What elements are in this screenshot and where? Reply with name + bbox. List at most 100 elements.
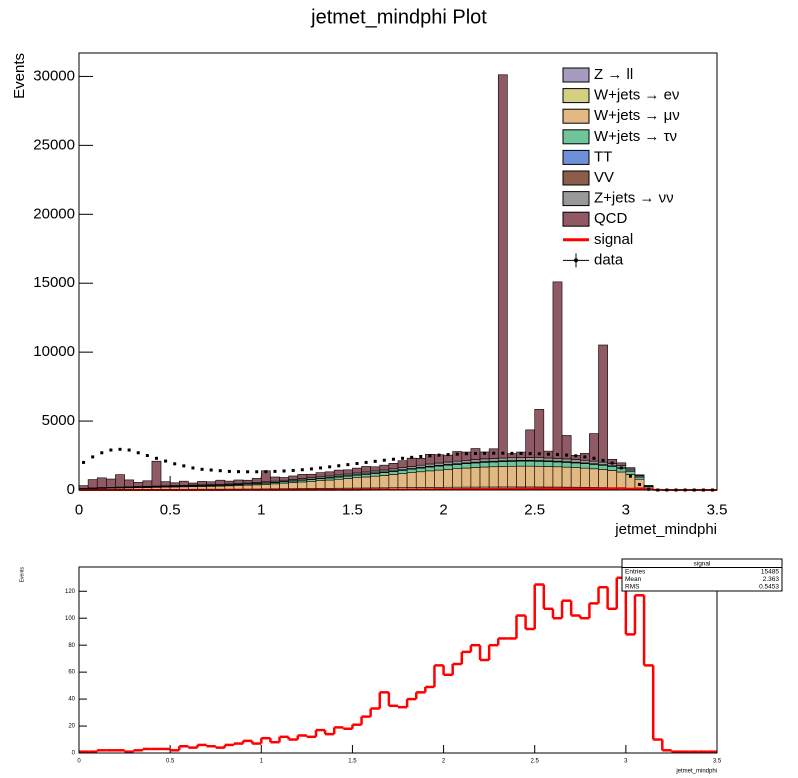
stack-segment bbox=[169, 482, 180, 486]
legend-label: TT bbox=[594, 148, 612, 165]
stack-segment bbox=[388, 474, 399, 489]
data-point bbox=[455, 452, 459, 456]
legend-label: W+jets → τν bbox=[594, 128, 677, 145]
y-tick-label: 100 bbox=[65, 616, 76, 622]
x-tick-label: 1 bbox=[257, 501, 265, 518]
stack-segment bbox=[215, 485, 226, 490]
legend-label: Z+jets → νν bbox=[594, 190, 674, 207]
data-point bbox=[546, 452, 550, 456]
data-point bbox=[282, 469, 286, 473]
stack-segment bbox=[343, 478, 353, 489]
data-point bbox=[382, 458, 386, 462]
stack-segment bbox=[570, 467, 581, 488]
y-tick-label: 120 bbox=[65, 589, 76, 595]
stack-segment bbox=[434, 465, 444, 471]
stack-segment bbox=[497, 457, 508, 462]
data-point bbox=[519, 451, 523, 455]
x-tick-label: 3 bbox=[624, 759, 628, 765]
legend-swatch bbox=[562, 129, 590, 145]
stack-segment bbox=[242, 484, 253, 490]
stack-segment bbox=[589, 468, 599, 488]
stack-segment bbox=[288, 482, 299, 489]
stack-segment bbox=[552, 458, 563, 462]
data-point bbox=[154, 456, 158, 460]
stack-segment bbox=[516, 465, 526, 488]
stack-segment bbox=[260, 484, 271, 490]
plot-frame bbox=[78, 566, 718, 754]
stack-segment bbox=[397, 460, 408, 468]
stack-segment bbox=[525, 465, 536, 488]
data-point bbox=[601, 458, 605, 462]
data-point bbox=[556, 453, 559, 457]
stack-segment bbox=[507, 465, 517, 488]
data-point bbox=[483, 451, 487, 455]
y-tick-label: 5000 bbox=[42, 412, 75, 429]
stack-segment bbox=[434, 469, 444, 488]
stack-segment bbox=[634, 474, 645, 476]
stack-segment bbox=[443, 464, 453, 470]
stack-segment bbox=[406, 472, 417, 488]
data-point bbox=[346, 463, 350, 467]
data-point bbox=[309, 467, 313, 471]
stack-segment bbox=[142, 480, 153, 487]
stack-segment bbox=[497, 466, 508, 488]
x-tick-label: 3.5 bbox=[713, 759, 722, 765]
data-point bbox=[255, 470, 259, 474]
stats-value: 0.5453 bbox=[759, 583, 779, 590]
stack-segment bbox=[497, 461, 508, 467]
stack-segment bbox=[525, 457, 536, 461]
stack-segment bbox=[78, 485, 89, 489]
stack-segment bbox=[343, 475, 353, 479]
data-point bbox=[218, 469, 222, 473]
legend-label: data bbox=[594, 251, 624, 268]
data-point bbox=[227, 469, 231, 473]
legend-swatch bbox=[562, 211, 590, 227]
x-tick-label: 0.5 bbox=[166, 759, 175, 765]
stack-segment bbox=[470, 462, 481, 468]
stack-segment bbox=[516, 457, 526, 461]
stack-segment bbox=[306, 481, 317, 489]
data-point bbox=[410, 455, 414, 459]
stack-segment bbox=[507, 461, 517, 467]
stack-segment bbox=[270, 483, 280, 490]
y-tick-label: 20 bbox=[68, 724, 75, 730]
stack-segment bbox=[570, 459, 581, 463]
stack-segment bbox=[598, 344, 608, 463]
y-axis-title: Events bbox=[11, 53, 28, 99]
data-point bbox=[419, 455, 423, 459]
stack-segment bbox=[288, 475, 299, 480]
stack-segment bbox=[151, 460, 162, 487]
stack-segment bbox=[106, 478, 116, 488]
data-point bbox=[264, 470, 268, 474]
stack-segment bbox=[589, 460, 599, 464]
data-point bbox=[291, 468, 295, 472]
y-axis-title: Events bbox=[19, 567, 25, 583]
stats-box bbox=[621, 558, 783, 592]
data-point bbox=[164, 459, 168, 463]
stack-segment bbox=[406, 468, 417, 473]
y-tick-label: 30000 bbox=[33, 67, 75, 84]
stack-segment bbox=[561, 458, 572, 462]
stack-segment bbox=[270, 476, 280, 482]
data-point bbox=[328, 465, 332, 469]
stack-segment bbox=[543, 457, 554, 462]
x-tick-label: 1 bbox=[260, 759, 264, 765]
stack-segment bbox=[379, 475, 390, 489]
legend-swatch bbox=[562, 88, 590, 104]
data-point bbox=[437, 453, 441, 457]
stack-segment bbox=[616, 471, 627, 489]
data-point bbox=[237, 470, 240, 474]
stack-segment bbox=[379, 472, 390, 476]
stack-segment bbox=[579, 459, 590, 464]
stack-segment bbox=[297, 481, 308, 489]
stack-segment bbox=[461, 467, 472, 488]
stats-title: signal bbox=[694, 560, 712, 567]
stack-segment bbox=[443, 454, 453, 463]
stack-segment bbox=[315, 472, 326, 478]
legend-swatch bbox=[562, 108, 590, 124]
stack-segment bbox=[333, 478, 344, 489]
data-point bbox=[200, 467, 204, 471]
stack-segment bbox=[333, 469, 344, 476]
stack-segment bbox=[488, 458, 499, 462]
